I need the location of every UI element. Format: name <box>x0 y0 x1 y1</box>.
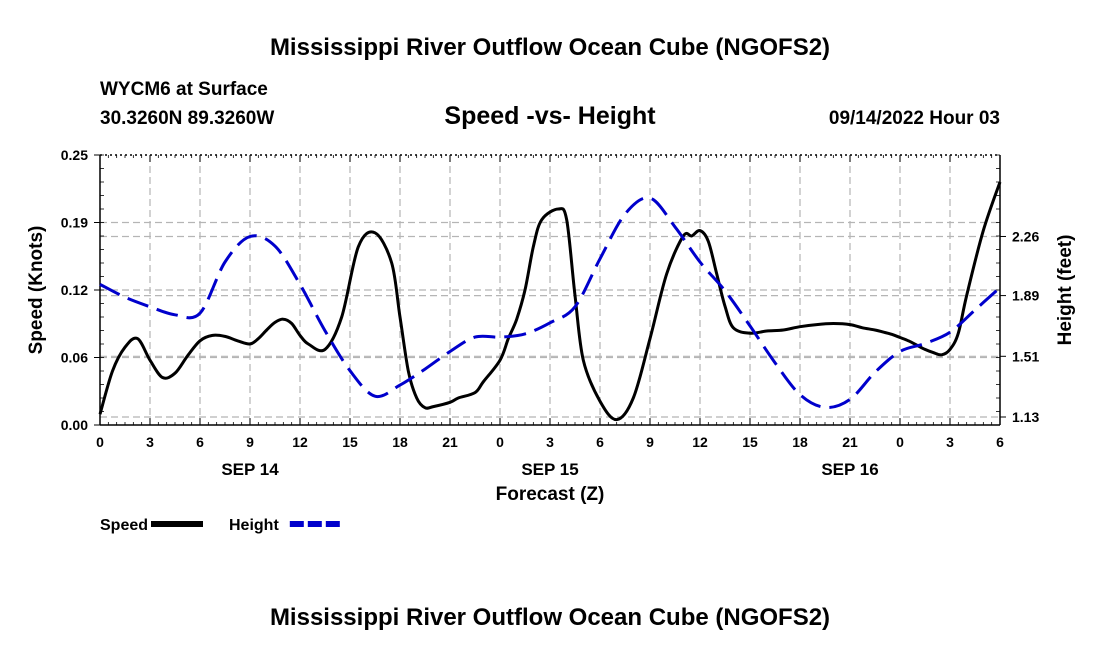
y-axis-label-right: Height (feet) <box>1055 235 1076 346</box>
axes: 0 3 6 9 12 15 18 21 0 3 6 9 12 15 18 21 0 3 6 SEP 14 SEP 15 S… <box>61 147 1040 479</box>
run-time-label: 09/14/2022 Hour 03 <box>829 108 1000 129</box>
y-right-tick-label: 1.13 <box>1012 409 1039 425</box>
x-tick-label: 18 <box>392 434 408 450</box>
chart-subtitle: Speed -vs- Height <box>444 102 656 130</box>
x-tick-label: 3 <box>146 434 154 450</box>
y-left-tick-label: 0.12 <box>61 282 88 298</box>
coords-label: 30.3260N 89.3260W <box>100 108 274 129</box>
series-group <box>98 181 1002 422</box>
legend: Speed Height <box>100 517 342 534</box>
x-tick-label: 6 <box>996 434 1004 450</box>
y-right-tick-label: 1.89 <box>1012 288 1039 304</box>
y-left-tick-label: 0.25 <box>61 147 88 163</box>
x-tick-label: 15 <box>742 434 758 450</box>
footer-title: Mississippi River Outflow Ocean Cube (NG… <box>270 604 830 631</box>
x-tick-label: 0 <box>96 434 104 450</box>
day-label: SEP 15 <box>521 460 578 479</box>
x-tick-label: 0 <box>496 434 504 450</box>
y-right-tick-label: 2.26 <box>1012 228 1039 244</box>
x-tick-label: 6 <box>596 434 604 450</box>
x-tick-label: 3 <box>946 434 954 450</box>
day-label: SEP 16 <box>821 460 878 479</box>
x-tick-label: 21 <box>842 434 858 450</box>
y-axis-label-left: Speed (Knots) <box>26 226 47 355</box>
x-tick-label: 18 <box>792 434 808 450</box>
day-label: SEP 14 <box>221 460 279 479</box>
x-tick-label: 0 <box>896 434 904 450</box>
y-left-tick-label: 0.19 <box>61 215 88 231</box>
x-tick-label: 6 <box>196 434 204 450</box>
x-tick-label: 3 <box>546 434 554 450</box>
x-tick-label: 15 <box>342 434 358 450</box>
series-line-height <box>99 196 1001 410</box>
x-tick-label: 21 <box>442 434 458 450</box>
x-tick-label: 12 <box>292 434 308 450</box>
y-left-tick-label: 0.00 <box>61 417 88 433</box>
legend-label-height: Height <box>229 517 279 534</box>
chart-title: Mississippi River Outflow Ocean Cube (NG… <box>270 34 830 61</box>
x-tick-label: 9 <box>246 434 254 450</box>
grid <box>100 155 1000 425</box>
legend-label-speed: Speed <box>100 517 148 534</box>
y-right-tick-label: 1.51 <box>1012 348 1039 364</box>
x-tick-label: 12 <box>692 434 708 450</box>
station-label: WYCM6 at Surface <box>100 79 268 100</box>
series-line-speed <box>98 181 1002 422</box>
y-left-tick-label: 0.06 <box>61 350 88 366</box>
x-tick-label: 9 <box>646 434 654 450</box>
x-axis-label: Forecast (Z) <box>496 484 605 505</box>
